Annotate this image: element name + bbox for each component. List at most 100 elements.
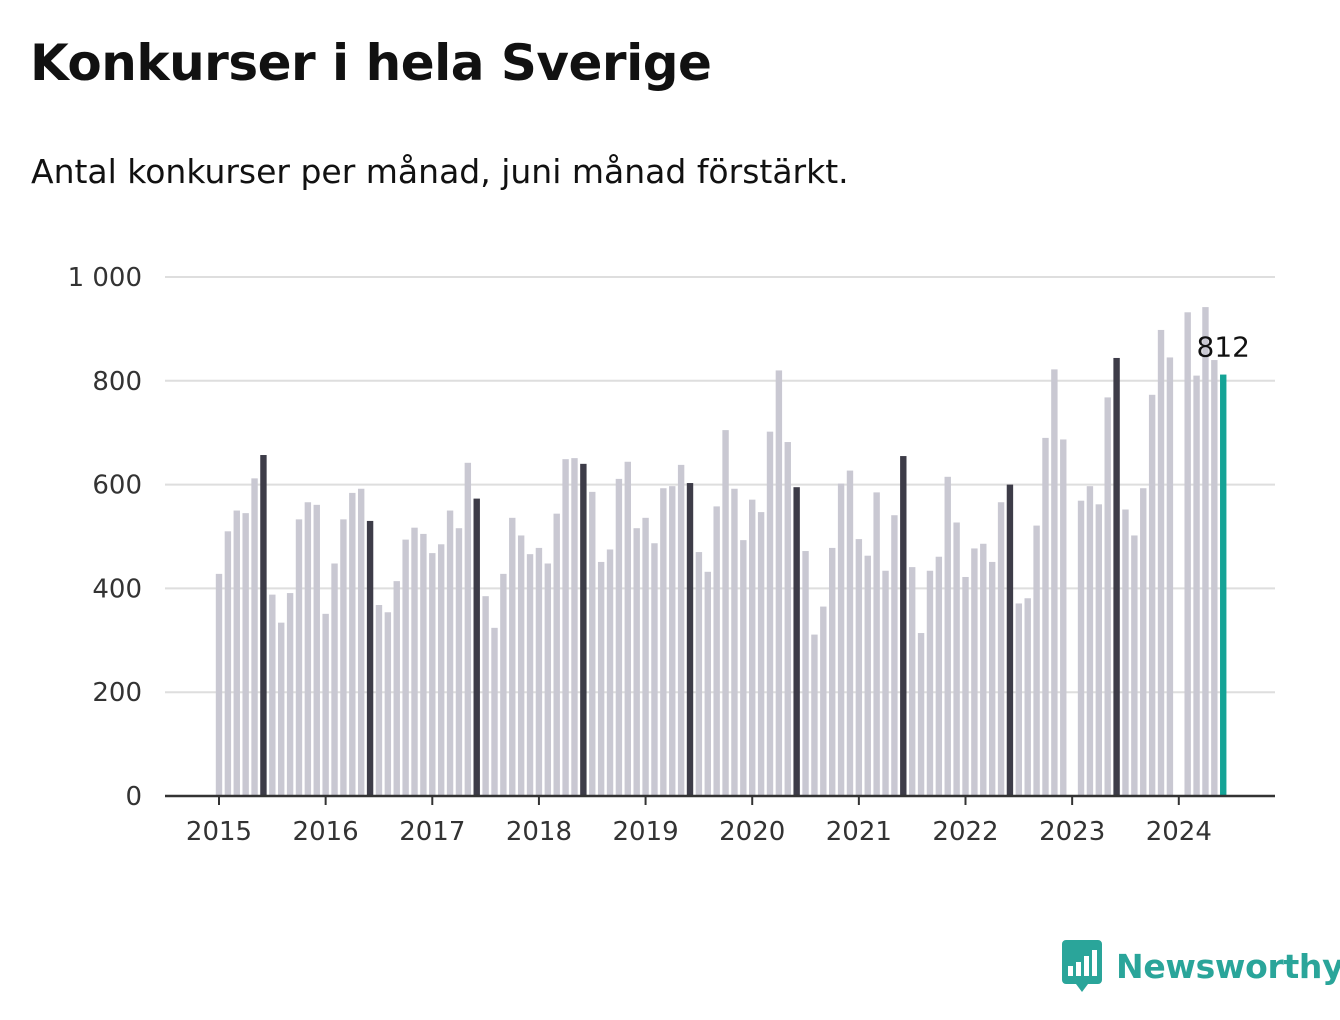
bar [873, 492, 880, 796]
bar [802, 551, 809, 796]
bar [731, 488, 738, 796]
bar [1148, 394, 1156, 796]
bar [891, 515, 898, 796]
bar [215, 573, 223, 796]
bar [651, 543, 658, 796]
bar [331, 563, 338, 796]
bar [402, 539, 409, 796]
bar [820, 606, 827, 796]
bar [313, 504, 320, 796]
bar [882, 570, 889, 796]
bar [864, 555, 871, 796]
bar [1042, 437, 1049, 796]
bar [295, 519, 303, 796]
bar [1202, 307, 1209, 796]
y-tick-label: 400 [92, 574, 142, 604]
bar [509, 517, 516, 796]
bar [535, 547, 543, 796]
bar [437, 544, 445, 796]
bar [1184, 312, 1191, 796]
y-tick-label: 0 [125, 782, 142, 812]
annotations: 812 [1197, 331, 1250, 364]
bar [1104, 397, 1111, 796]
y-tick-label: 800 [92, 367, 142, 397]
x-tick-label: 2015 [186, 817, 252, 847]
bar [251, 478, 258, 796]
bar [473, 498, 480, 796]
bar [571, 458, 578, 796]
bar [375, 605, 383, 796]
bar [1166, 357, 1174, 796]
bar [1086, 486, 1094, 796]
bar [224, 531, 232, 796]
bar [793, 487, 800, 796]
bar [633, 528, 640, 796]
bar [962, 576, 969, 796]
bar [1060, 439, 1067, 796]
bar [482, 596, 489, 796]
x-tick-label: 2019 [612, 817, 678, 847]
bar [1095, 504, 1103, 796]
bar [1024, 598, 1031, 796]
bar [784, 442, 791, 796]
bar [1131, 535, 1138, 796]
chart-subtitle: Antal konkurser per månad, juni månad fö… [31, 152, 849, 191]
bar [695, 552, 703, 796]
bar [278, 622, 285, 796]
bar [446, 510, 454, 796]
bar [855, 539, 863, 796]
bar [1015, 603, 1023, 796]
bar [429, 553, 436, 796]
bar [242, 513, 249, 796]
x-tick-label: 2023 [1039, 817, 1105, 847]
bar [642, 517, 649, 796]
bar [740, 540, 747, 796]
x-tick-label: 2018 [506, 817, 572, 847]
newsworthy-logo-icon [1062, 940, 1102, 992]
bar [749, 499, 756, 796]
bar [704, 571, 711, 796]
bar [500, 573, 507, 796]
bar [811, 634, 818, 796]
bar [900, 456, 907, 796]
bar [971, 548, 978, 796]
bar [384, 612, 392, 796]
bar [340, 519, 347, 796]
x-tick-label: 2017 [399, 817, 465, 847]
bar [1211, 360, 1218, 796]
bar [1220, 374, 1227, 796]
bar [722, 430, 729, 796]
bar [562, 459, 569, 796]
bar [286, 593, 294, 796]
x-tick-label: 2024 [1146, 817, 1212, 847]
bar [544, 563, 552, 796]
bar [829, 547, 836, 796]
brand-name: Newsworthy [1116, 946, 1340, 986]
bar [580, 463, 587, 796]
bar [260, 455, 267, 796]
latest-value-label: 812 [1197, 331, 1250, 364]
bar [464, 462, 472, 796]
bar [1077, 500, 1085, 796]
bar [526, 554, 534, 796]
bar [953, 522, 960, 796]
brand-logo: Newsworthy [1062, 938, 1340, 994]
bar [935, 556, 943, 796]
bar [615, 478, 623, 796]
bar [713, 506, 720, 796]
bar [304, 502, 312, 796]
y-tick-label: 1 000 [68, 263, 142, 293]
bar [997, 502, 1005, 796]
y-axis-ticks: 0 200 400 600 800 1 000 [68, 263, 142, 812]
bars [215, 307, 1227, 796]
bar [1140, 488, 1147, 796]
bar [757, 512, 765, 796]
bar [597, 561, 605, 796]
bar [908, 567, 916, 796]
bar [1157, 329, 1165, 796]
bar [393, 581, 400, 796]
chart-title: Konkurser i hela Sverige [30, 34, 712, 92]
bar [1006, 484, 1014, 796]
bar [349, 492, 356, 796]
